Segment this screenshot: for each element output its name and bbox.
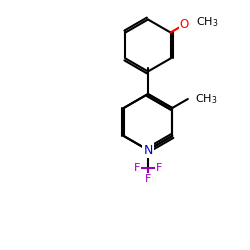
Text: O: O xyxy=(180,18,189,31)
Text: CH$_3$: CH$_3$ xyxy=(196,16,218,30)
Text: F: F xyxy=(156,163,162,173)
Text: CH$_3$: CH$_3$ xyxy=(195,92,217,106)
Text: F: F xyxy=(134,163,140,173)
Text: F: F xyxy=(145,174,151,184)
Text: N: N xyxy=(143,144,153,156)
